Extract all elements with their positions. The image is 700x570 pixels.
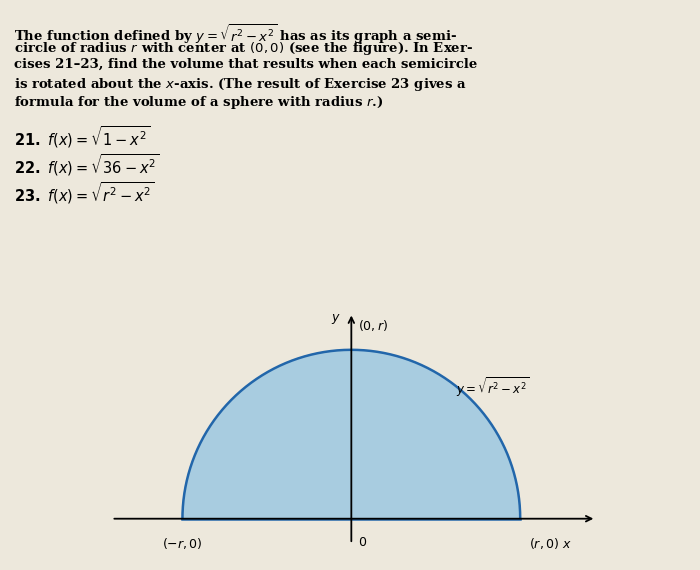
Text: $\mathbf{22.}$ $f(x) = \sqrt{36 - x^2}$: $\mathbf{22.}$ $f(x) = \sqrt{36 - x^2}$	[14, 152, 160, 178]
Text: $0$: $0$	[358, 536, 368, 548]
Text: $y = \sqrt{r^2 - x^2}$: $y = \sqrt{r^2 - x^2}$	[456, 375, 529, 399]
Text: formula for the volume of a sphere with radius $r$.): formula for the volume of a sphere with …	[14, 94, 383, 111]
Text: $\mathbf{23.}$ $f(x) = \sqrt{r^2 - x^2}$: $\mathbf{23.}$ $f(x) = \sqrt{r^2 - x^2}$	[14, 180, 155, 206]
Text: $(-r, 0)$: $(-r, 0)$	[162, 536, 203, 551]
Polygon shape	[183, 350, 520, 519]
Text: is rotated about the $x$-axis. (The result of Exercise 23 gives a: is rotated about the $x$-axis. (The resu…	[14, 76, 466, 93]
Text: cises 21–23, find the volume that results when each semicircle: cises 21–23, find the volume that result…	[14, 58, 477, 71]
Text: $(r, 0)\ x$: $(r, 0)\ x$	[528, 536, 571, 551]
Text: The function defined by $y = \sqrt{r^2 - x^2}$ has as its graph a semi-: The function defined by $y = \sqrt{r^2 -…	[14, 22, 457, 46]
Text: circle of radius $r$ with center at $(0, 0)$ (see the figure). In Exer-: circle of radius $r$ with center at $(0,…	[14, 40, 473, 57]
Text: $(0, r)$: $(0, r)$	[358, 318, 389, 333]
Text: $y$: $y$	[331, 312, 341, 327]
Text: $\mathbf{21.}$ $f(x) = \sqrt{1 - x^2}$: $\mathbf{21.}$ $f(x) = \sqrt{1 - x^2}$	[14, 124, 150, 150]
